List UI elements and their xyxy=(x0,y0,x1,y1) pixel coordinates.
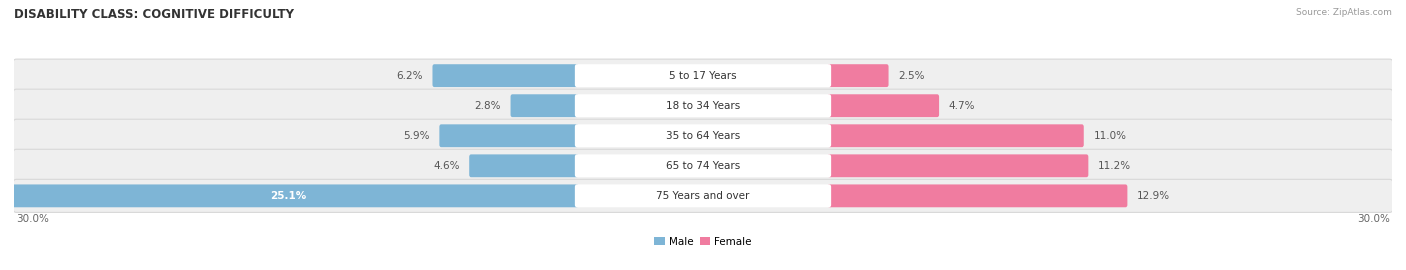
Text: 30.0%: 30.0% xyxy=(17,214,49,224)
Text: 2.8%: 2.8% xyxy=(474,101,501,111)
FancyBboxPatch shape xyxy=(575,64,831,87)
FancyBboxPatch shape xyxy=(575,94,831,117)
Text: 2.5%: 2.5% xyxy=(898,71,925,81)
FancyBboxPatch shape xyxy=(828,154,1088,177)
FancyBboxPatch shape xyxy=(510,94,578,117)
Text: 4.6%: 4.6% xyxy=(433,161,460,171)
FancyBboxPatch shape xyxy=(0,184,578,207)
Text: 65 to 74 Years: 65 to 74 Years xyxy=(666,161,740,171)
FancyBboxPatch shape xyxy=(828,94,939,117)
FancyBboxPatch shape xyxy=(13,59,1393,92)
Text: 4.7%: 4.7% xyxy=(949,101,976,111)
FancyBboxPatch shape xyxy=(575,124,831,147)
Text: 5.9%: 5.9% xyxy=(404,131,430,141)
FancyBboxPatch shape xyxy=(828,64,889,87)
FancyBboxPatch shape xyxy=(470,154,578,177)
Text: 11.2%: 11.2% xyxy=(1098,161,1130,171)
Text: 11.0%: 11.0% xyxy=(1094,131,1126,141)
FancyBboxPatch shape xyxy=(439,124,578,147)
Text: 75 Years and over: 75 Years and over xyxy=(657,191,749,201)
Text: DISABILITY CLASS: COGNITIVE DIFFICULTY: DISABILITY CLASS: COGNITIVE DIFFICULTY xyxy=(14,8,294,21)
Legend: Male, Female: Male, Female xyxy=(650,232,756,251)
Text: 30.0%: 30.0% xyxy=(1357,214,1389,224)
FancyBboxPatch shape xyxy=(828,184,1128,207)
FancyBboxPatch shape xyxy=(13,179,1393,212)
FancyBboxPatch shape xyxy=(828,124,1084,147)
FancyBboxPatch shape xyxy=(13,89,1393,122)
FancyBboxPatch shape xyxy=(13,119,1393,152)
Text: 18 to 34 Years: 18 to 34 Years xyxy=(666,101,740,111)
Text: 12.9%: 12.9% xyxy=(1137,191,1170,201)
FancyBboxPatch shape xyxy=(13,149,1393,182)
Text: 25.1%: 25.1% xyxy=(270,191,307,201)
Text: 6.2%: 6.2% xyxy=(396,71,423,81)
Text: 35 to 64 Years: 35 to 64 Years xyxy=(666,131,740,141)
Text: 5 to 17 Years: 5 to 17 Years xyxy=(669,71,737,81)
Text: Source: ZipAtlas.com: Source: ZipAtlas.com xyxy=(1296,8,1392,17)
FancyBboxPatch shape xyxy=(575,184,831,207)
FancyBboxPatch shape xyxy=(433,64,578,87)
FancyBboxPatch shape xyxy=(575,154,831,177)
